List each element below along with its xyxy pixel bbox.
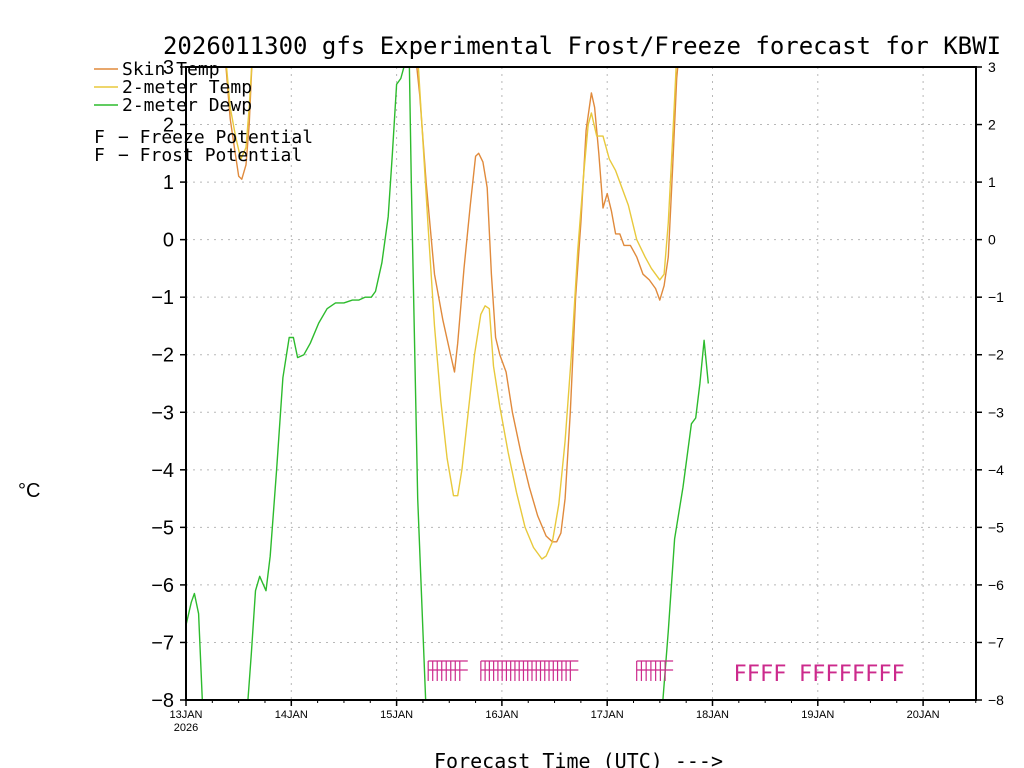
legend-frost-label: − Frost Potential (118, 145, 302, 166)
y-tick-label: 3 (163, 57, 174, 79)
y-tick-label-right: −2 (988, 347, 1004, 363)
y-tick-label: −8 (151, 690, 174, 712)
y-tick-label-right: −7 (988, 634, 1004, 650)
y-tick-label-right: −4 (988, 462, 1004, 478)
legend-skin-label: Skin Temp (122, 59, 220, 80)
y-tick-label-right: 1 (988, 174, 996, 190)
x-tick-label: 15JAN (380, 709, 413, 721)
series-line-2-meter-temp (225, 67, 677, 560)
x-tick-label: 14JAN (275, 709, 308, 721)
y-tick-label: −7 (151, 632, 174, 654)
legend-dewp-label: 2-meter Dewp (122, 95, 252, 116)
x-tick-label: 17JAN (591, 709, 624, 721)
legend-frost-letter: F (94, 145, 105, 166)
y-tick-label-right: −3 (988, 404, 1004, 420)
x-axis-label: Forecast Time (UTC) ---> (434, 749, 723, 768)
y-tick-label-right: −8 (988, 692, 1004, 708)
grid-lines (186, 67, 976, 700)
x-tick-label: 13JAN (169, 709, 202, 721)
freeze-markers: FFFF FFFFFFFF (427, 660, 905, 687)
y-tick-label: −5 (151, 517, 174, 539)
legend-temp-label: 2-meter Temp (122, 77, 252, 98)
y-axis-label: °C (18, 480, 40, 502)
freeze-marker-label: FFFFFFFF (799, 662, 905, 687)
y-tick-label: −2 (151, 345, 174, 367)
y-tick-label: 2 (163, 115, 174, 137)
y-tick-label-right: −1 (988, 289, 1004, 305)
y-tick-label: −4 (151, 460, 174, 482)
x-tick-label: 19JAN (801, 709, 834, 721)
x-tick-label: 18JAN (696, 709, 729, 721)
y-axis-ticks: −8 −8 −7 −7 −6 −6 −5 −5 −4 −4 −3 −3 −2 −2 −1 −1 0 0 1 1 2 2 3 3 (151, 57, 1004, 712)
plot-frame (185, 66, 977, 701)
legend: Skin Temp 2-meter Temp 2-meter Dewp F − … (94, 59, 313, 166)
y-tick-label: −3 (151, 402, 174, 424)
y-tick-label: 1 (163, 172, 174, 194)
y-tick-label-right: −5 (988, 519, 1004, 535)
y-tick-label: −1 (151, 287, 174, 309)
legend-freeze-letter: F (94, 127, 105, 148)
y-tick-label-right: 0 (988, 232, 996, 248)
y-tick-label: −6 (151, 575, 174, 597)
y-tick-label-right: −6 (988, 577, 1004, 593)
y-tick-label-right: 2 (988, 117, 996, 133)
legend-freeze-label: − Freeze Potential (118, 127, 313, 148)
x-tick-label: 16JAN (485, 709, 518, 721)
x-tick-label: 20JAN (907, 709, 940, 721)
freeze-marker-label: FFFF (734, 662, 787, 687)
x-tick-sublabel: 2026 (174, 722, 198, 734)
y-tick-label-right: 3 (988, 59, 996, 75)
y-tick-label: 0 (163, 230, 174, 252)
chart-title: 2026011300 gfs Experimental Frost/Freeze… (163, 32, 1001, 60)
